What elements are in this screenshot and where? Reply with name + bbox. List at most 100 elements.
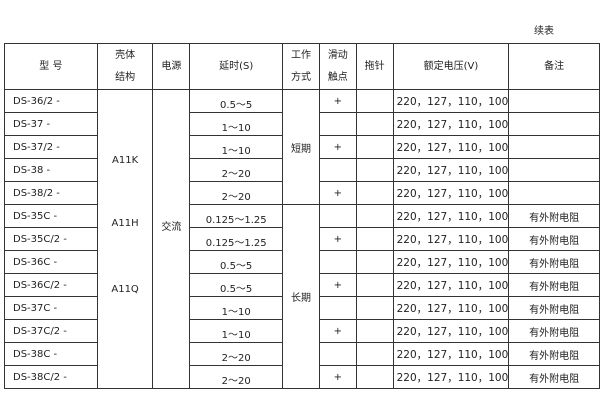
drag-pointer-cell [355,135,394,159]
remark-cell: 有外附电阻 [508,273,600,297]
delay-cell: 2～20 [189,158,284,182]
drag-pointer-cell [355,204,394,228]
drag-pointer-cell [355,112,394,136]
header-mode: 工作 方式 [282,43,320,90]
model-cell: DS-38C - [4,342,98,366]
slide-contact-cell [318,250,357,274]
delay-cell: 1～10 [189,112,284,136]
drag-pointer-cell [355,89,394,113]
voltage-cell: 220，127，110，100 [392,181,510,205]
model-cell: DS-36C - [4,250,98,274]
header-text: 拖针 [364,60,385,72]
header-text: 额定电压(V) [423,60,479,72]
header-text: 延时(S) [219,60,254,72]
voltage-cell: 220，127，110，100 [392,112,510,136]
delay-cell: 1～10 [189,135,284,159]
drag-pointer-cell [355,181,394,205]
remark-cell: 有外附电阻 [508,365,600,389]
slide-contact-cell: + [318,135,357,159]
header-slide-contact: 滑动 触点 [318,43,357,90]
voltage-cell: 220，127，110，100 [392,273,510,297]
header-text: 方式 [290,71,311,83]
header-rated-voltage: 额定电压(V) [392,43,510,90]
header-remark: 备注 [508,43,600,90]
drag-pointer-cell [355,365,394,389]
header-drag-pointer: 拖针 [355,43,394,90]
voltage-cell: 220，127，110，100 [392,227,510,251]
header-text: 壳体 [115,49,136,61]
table-row: DS-38C/2 - 2～20 +220，127，110，100 有外附电阻 [4,365,600,389]
delay-cell: 0.5～5 [189,89,284,113]
model-cell: DS-37/2 - [4,135,98,159]
header-text: 结构 [115,71,136,83]
table-row: DS-37 - 1～10 220，127，110，100 [4,112,600,136]
header-delay: 延时(S) [189,43,284,90]
drag-pointer-cell [355,158,394,182]
continued-note: 续表 [534,26,554,37]
voltage-cell: 220，127，110，100 [392,250,510,274]
table-row: DS-36/2 - A11K A11H A11Q 交流 0.5～5 短期 +220，127，1… [4,89,600,389]
header-text: 型 号 [39,60,63,72]
table-row: DS-38 - 2～20 220，127，110，100 [4,158,600,182]
drag-pointer-cell [355,342,394,366]
housing-a11k: A11K [112,155,139,166]
model-cell: DS-37C/2 - [4,319,98,343]
remark-cell [508,181,600,205]
power-cell: 交流 [152,89,191,389]
mode-long: 长期 [282,204,320,389]
model-cell: DS-37 - [4,112,98,136]
delay-cell: 0.5～5 [189,273,284,297]
delay-cell: 0.125～1.25 [189,204,284,228]
remark-cell: 有外附电阻 [508,250,600,274]
model-cell: DS-38 - [4,158,98,182]
delay-cell: 2～20 [189,181,284,205]
model-cell: DS-35C/2 - [4,227,98,251]
slide-contact-cell: + [318,365,357,389]
remark-cell [508,89,600,113]
model-cell: DS-35C - [4,204,98,228]
table-row: DS-35C -0.125～1.25 长期 220，127，110，100 有外附电阻 [4,204,600,389]
slide-contact-cell [318,158,357,182]
remark-cell [508,112,600,136]
slide-contact-cell [318,204,357,228]
header-housing: 壳体 结构 [96,43,154,90]
voltage-cell: 220，127，110，100 [392,365,510,389]
model-cell: DS-36C/2 - [4,273,98,297]
table-row: DS-38/2 - 2～20 +220，127，110，100 [4,181,600,205]
slide-contact-cell [318,112,357,136]
voltage-cell: 220，127，110，100 [392,204,510,228]
voltage-cell: 220，127，110，100 [392,319,510,343]
header-text: 滑动 [327,49,348,61]
table-row: DS-36C/2 - 0.5～5 +220，127，110，100 有外附电阻 [4,273,600,297]
delay-cell: 1～10 [189,296,284,320]
housing-a11h: A11H [111,218,139,229]
delay-cell: 2～20 [189,342,284,366]
header-text: 电源 [161,60,182,72]
remark-cell: 有外附电阻 [508,227,600,251]
table-row: DS-37C/2 - 1～10 +220，127，110，100 有外附电阻 [4,319,600,343]
housing-a11q: A11Q [111,284,139,295]
drag-pointer-cell [355,319,394,343]
delay-cell: 1～10 [189,319,284,343]
voltage-cell: 220，127，110，100 [392,158,510,182]
slide-contact-cell: + [318,319,357,343]
remark-cell [508,158,600,182]
delay-cell: 0.5～5 [189,250,284,274]
header-text: 备注 [544,60,565,72]
drag-pointer-cell [355,250,394,274]
remark-cell: 有外附电阻 [508,204,600,228]
model-cell: DS-38/2 - [4,181,98,205]
header-text: 触点 [327,71,348,83]
drag-pointer-cell [355,296,394,320]
header-model: 型 号 [4,43,98,90]
drag-pointer-cell [355,273,394,297]
relay-spec-table: 型 号壳体 结构 电源 延时(S) 工作 方式 滑动 触点 拖针 额定电压(V) 备注 DS-36/… [4,43,600,389]
table-row: DS-37/2 - 1～10 +220，127，110，100 [4,135,600,159]
delay-cell: 0.125～1.25 [189,227,284,251]
slide-contact-cell: + [318,181,357,205]
header-power: 电源 [152,43,191,90]
voltage-cell: 220，127，110，100 [392,296,510,320]
remark-cell: 有外附电阻 [508,296,600,320]
remark-cell [508,135,600,159]
slide-contact-cell: + [318,89,357,113]
